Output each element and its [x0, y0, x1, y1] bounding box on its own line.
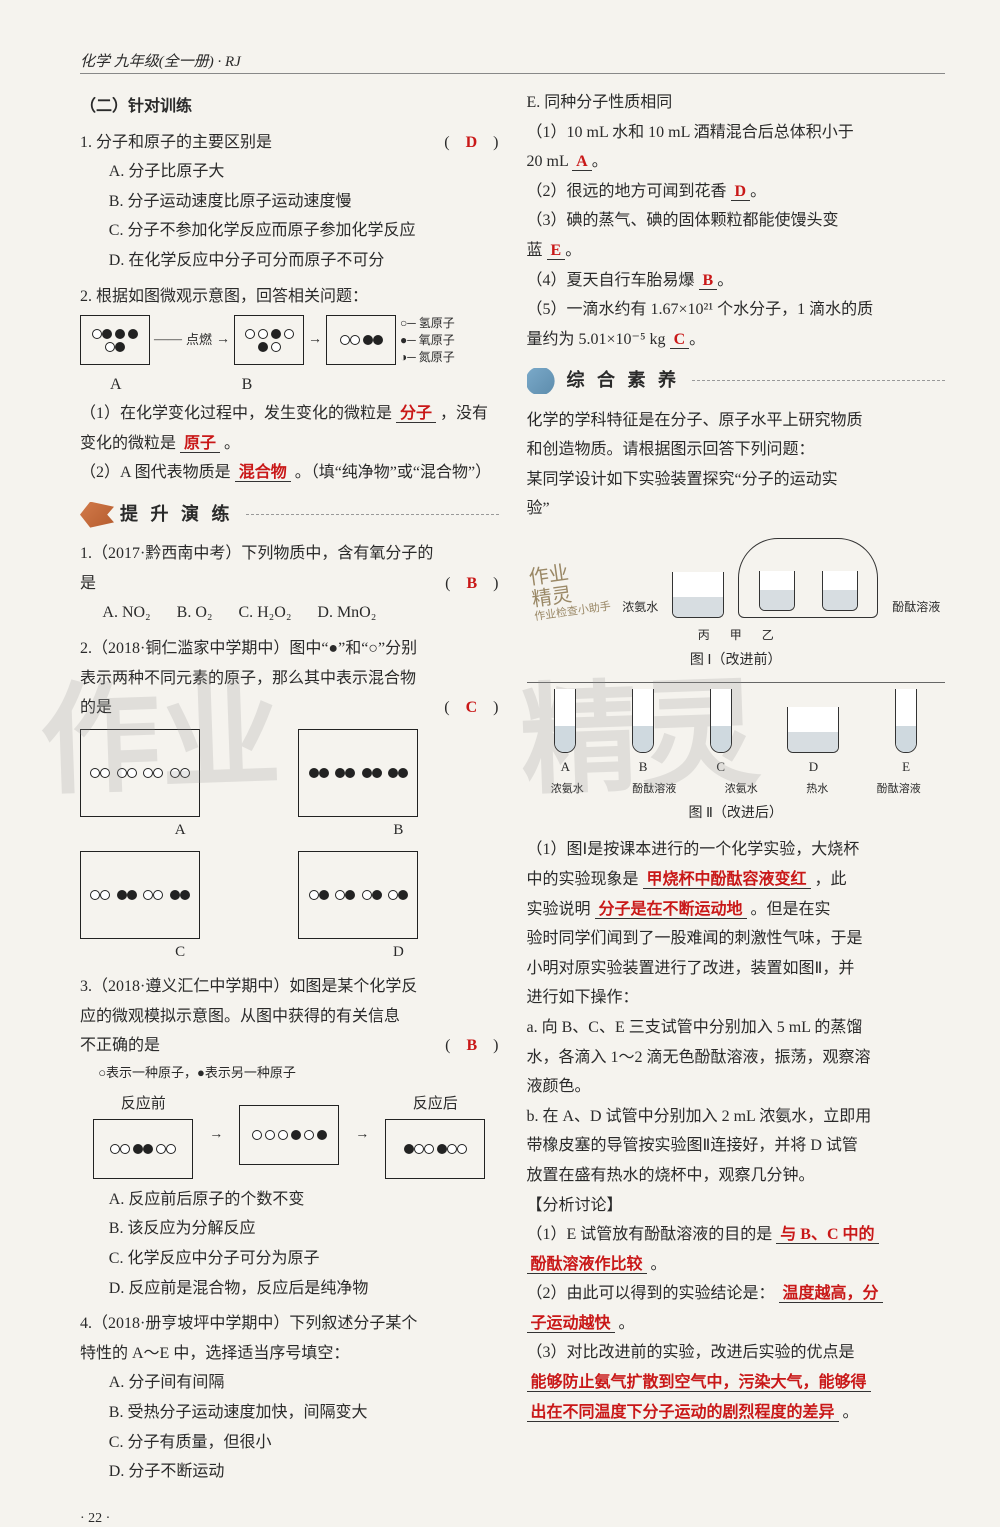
box-mid: [234, 315, 304, 365]
intro: 化学的学科特征是在分子、原子水平上研究物质 和创造物质。请根据图示回答下列问题：…: [527, 406, 946, 524]
elevate-q4: 4.（2018·册亨坡坪中学期中）下列叙述分子某个 特性的 A～E 中，选择适当…: [80, 1309, 499, 1487]
blank-answer: 分子: [396, 405, 436, 423]
section-banner: 提 升 演 练: [80, 498, 499, 531]
fill-3: （3）碘的蒸气、碘的固体颗粒都能使馒头变 蓝 E。: [527, 206, 946, 265]
banner-icon: [527, 368, 561, 394]
disc-2: （2）由此可以得到的实验结论是： 温度越高，分 子运动越快 。: [527, 1279, 946, 1338]
answer-paren: ( D ): [444, 128, 498, 158]
box-b: [326, 315, 396, 365]
banner-icon: [80, 502, 114, 528]
elevate-q2: 2.（2018·铜仁滥家中学期中）图中“●”和“○”分别 表示两种不同元素的原子…: [80, 634, 499, 966]
fill-5: （5）一滴水约有 1.67×10²¹ 个水分子，1 滴水的质 量约为 5.01×…: [527, 295, 946, 354]
arrow-icon: →: [308, 327, 322, 353]
analysis-p1: （1）图Ⅰ是按课本进行的一个化学实验，大烧杯 中的实验现象是 甲烧杯中酚酞容液变…: [527, 835, 946, 1013]
arrow-icon: →: [355, 1122, 369, 1148]
big-beaker: [738, 538, 878, 618]
fill-1: （1）10 mL 水和 10 mL 酒精混合后总体积小于 20 mL A。: [527, 118, 946, 177]
beaker-icon: [672, 572, 724, 618]
eq3-reaction-diagram: 反应前 → → 反应后: [80, 1091, 499, 1179]
atom-legend: ○─ 氢原子 ●─ 氧原子 ◑─ 氮原子: [400, 315, 455, 365]
eq4-options: A. 分子间有间隔 B. 受热分子运动速度加快，间隔变大 C. 分子有质量，但很…: [80, 1368, 499, 1486]
eq2-diagram-grid: A B: [80, 729, 499, 967]
content-columns: （二）针对训练 1. 分子和原子的主要区别是 ( D ) A. 分子比原子大 B…: [80, 88, 945, 1493]
section-banner-2: 综 合 素 养: [527, 364, 946, 397]
cell-c: [80, 851, 200, 939]
disc-3: （3）对比改进前的实验，改进后实验的优点是 能够防止氨气扩散到空气中，污染大气，…: [527, 1338, 946, 1427]
elevate-q3: 3.（2018·遵义汇仁中学期中）如图是某个化学反 应的微观模拟示意图。从图中获…: [80, 972, 499, 1303]
elevate-q1: 1.（2017·黔西南中考）下列物质中，含有氧分子的 是 ( B ) A. NO…: [80, 539, 499, 628]
eq1-answer: B: [466, 575, 477, 592]
opt-c: C. 分子不参加化学反应而原子参加化学反应: [109, 216, 499, 246]
page-header: 化学 九年级(全一册) · RJ: [80, 50, 945, 74]
q2-diagram: —— 点燃 → → ○─ 氢原子 ●─ 氧原子 ◑─ 氮原子: [80, 315, 499, 365]
banner-rule: [246, 514, 499, 515]
banner-title: 提 升 演 练: [120, 498, 234, 531]
left-column: （二）针对训练 1. 分子和原子的主要区别是 ( D ) A. 分子比原子大 B…: [80, 88, 499, 1493]
fire-label: 点燃: [186, 328, 212, 352]
figure-2: A B C D E 浓氨水 酚酞溶液 浓氨水 热水 酚酞溶液 图 Ⅱ（改进后）: [527, 682, 946, 827]
cell-d: [298, 851, 418, 939]
eq3-answer: B: [466, 1037, 477, 1054]
question-1: 1. 分子和原子的主要区别是 ( D ) A. 分子比原子大 B. 分子运动速度…: [80, 128, 499, 276]
eq3-options: A. 反应前后原子的个数不变 B. 该反应为分解反应 C. 化学反应中分子可分为…: [80, 1185, 499, 1303]
fill-4: （4）夏天自行车胎易爆 B。: [527, 266, 946, 296]
fill-2: （2）很远的地方可闻到花香 D。: [527, 177, 946, 207]
disc-1: （1）E 试管放有酚酞溶液的目的是 与 B、C 中的 酚酞溶液作比较 。: [527, 1220, 946, 1279]
arrow-icon: →: [216, 327, 230, 353]
eq3-legend: ○表示一种原子，●表示另一种原子: [80, 1061, 499, 1085]
opt-d: D. 在化学反应中分子可分而原子不可分: [109, 246, 499, 276]
section-title: （二）针对训练: [80, 92, 499, 122]
figure-1: 作业精灵 作业检查小助手 浓氨水 酚酞溶液 丙 甲 乙 图 Ⅰ（改进前）: [527, 532, 946, 674]
eq2-answer: C: [466, 699, 478, 716]
cell-a: [80, 729, 200, 817]
opt-a: A. 分子比原子大: [109, 157, 499, 187]
step-a: a. 向 B、C、E 三支试管中分别加入 5 mL 的蒸馏 水，各滴入 1～2 …: [527, 1013, 946, 1102]
right-column: E. 同种分子性质相同 （1）10 mL 水和 10 mL 酒精混合后总体积小于…: [527, 88, 946, 1493]
q1-stem: 1. 分子和原子的主要区别是: [80, 134, 272, 151]
arrow-icon: ——: [154, 327, 182, 353]
blank-answer: 原子: [180, 435, 220, 453]
opt-e: E. 同种分子性质相同: [527, 88, 946, 118]
discussion-header: 【分析讨论】: [527, 1191, 946, 1221]
q1-answer: D: [466, 134, 478, 151]
box-a: [80, 315, 150, 365]
eq1-options: A. NO₂ B. O₂ C. H₂O₂ D. MnO₂: [80, 598, 499, 628]
q2-stem: 2. 根据如图微观示意图，回答相关问题：: [80, 282, 499, 312]
cell-b: [298, 729, 418, 817]
blank-answer: 混合物: [235, 464, 291, 482]
q2-sub1: （1）在化学变化过程中，发生变化的微粒是 分子 ，没有变化的微粒是 原子 。: [80, 399, 499, 458]
q1-options: A. 分子比原子大 B. 分子运动速度比原子运动速度慢 C. 分子不参加化学反应…: [80, 157, 499, 275]
banner-title: 综 合 素 养: [567, 364, 681, 397]
watermark-small: 作业精灵 作业检查小助手: [528, 557, 612, 623]
page-number: · 22 ·: [80, 1511, 945, 1527]
step-b: b. 在 A、D 试管中分别加入 2 mL 浓氨水，立即用 带橡皮塞的导管按实验…: [527, 1102, 946, 1191]
banner-rule: [692, 380, 945, 381]
opt-b: B. 分子运动速度比原子运动速度慢: [109, 187, 499, 217]
arrow-icon: →: [209, 1122, 223, 1148]
q2-sub2: （2）A 图代表物质是 混合物 。（填“纯净物”或“混合物”）: [80, 458, 499, 488]
question-2: 2. 根据如图微观示意图，回答相关问题： —— 点燃 → →: [80, 282, 499, 488]
ab-labels: A B: [80, 370, 499, 400]
